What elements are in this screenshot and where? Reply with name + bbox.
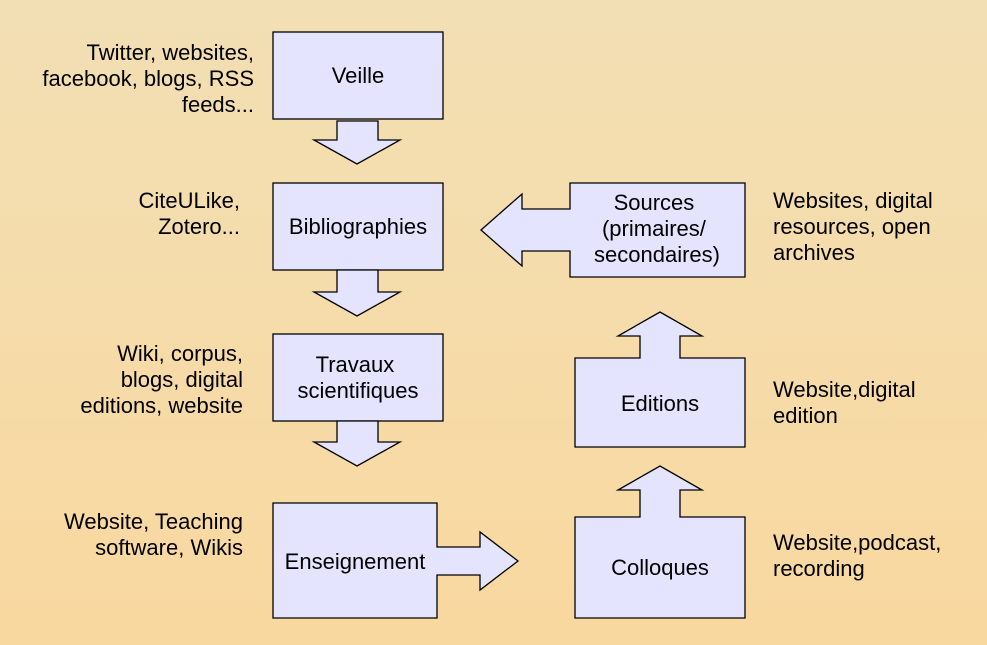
colloques-box (574, 465, 746, 619)
travaux-tools-note: Wiki, corpus, blogs, digital editions, w… (80, 341, 243, 418)
enseignement-box (272, 502, 520, 619)
veille-box (272, 31, 444, 120)
travaux-label-line2: scientifiques (297, 378, 418, 403)
arrow-travaux-to-enseignement (311, 420, 403, 467)
enseignement-label: Enseignement (285, 549, 426, 574)
editions-label: Editions (621, 391, 699, 416)
sources-tools-note: Websites, digital resources, open archiv… (773, 188, 933, 265)
editions-tools-note: Website,digital edition (773, 377, 916, 428)
colloques-label: Colloques (611, 555, 709, 580)
travaux-label: Travaux scientifiques (297, 352, 418, 403)
veille-tools-note: Twitter, websites, facebook, blogs, RSS … (42, 40, 254, 117)
arrow-bibliographies-to-travaux (311, 269, 403, 317)
veille-label: Veille (332, 63, 385, 88)
editions-box (574, 311, 746, 448)
travaux-label-line1: Travaux (316, 352, 395, 377)
travaux-box (272, 333, 444, 422)
bibliographies-label: Bibliographies (289, 214, 427, 239)
bibliographies-box (272, 182, 444, 271)
sources-box (480, 182, 746, 278)
bibliographies-tools-note: CiteULike, Zotero... (138, 188, 240, 239)
sources-label-line2: (primaires/ (602, 216, 707, 241)
sources-label-line3: secondaires) (594, 242, 720, 267)
enseignement-tools-note: Website, Teaching software, Wikis (64, 509, 243, 560)
sources-label-line1: Sources (614, 190, 695, 215)
arrow-veille-to-bibliographies (311, 120, 403, 165)
colloques-tools-note: Website,podcast, recording (773, 530, 942, 581)
sources-label: Sources (primaires/ secondaires) (594, 190, 720, 267)
